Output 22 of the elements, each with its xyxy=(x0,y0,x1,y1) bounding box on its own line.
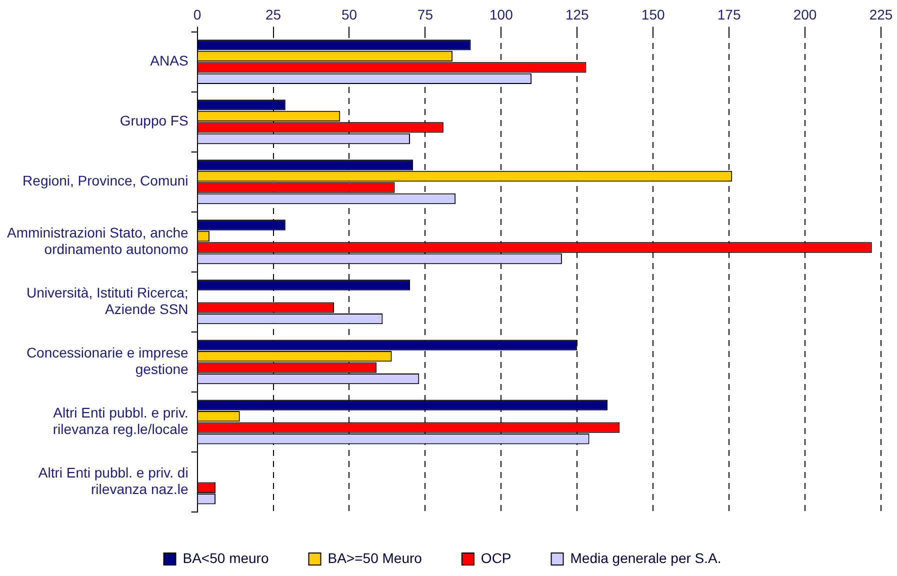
legend-label: BA<50 meuro xyxy=(182,550,269,566)
x-tick-label: 25 xyxy=(265,6,282,22)
x-tick-label: 75 xyxy=(417,6,434,22)
x-tick-label: 125 xyxy=(565,6,590,22)
y-tick-label: Altri Enti pubbl. e priv. rilevanza reg.le/locale xyxy=(52,404,189,438)
legend-label: Media generale per S.A. xyxy=(570,550,722,566)
legend-label: BA>=50 Meuro xyxy=(328,550,422,566)
x-tick-label: 0 xyxy=(193,6,202,22)
x-tick-label: 175 xyxy=(717,6,741,22)
x-tick-label: 200 xyxy=(793,6,817,22)
legend-label: OCP xyxy=(480,550,512,566)
y-tick-label: ANAS xyxy=(150,52,188,69)
y-tick-label: Concessionarie e imprese gestione xyxy=(26,344,189,378)
y-tick-label: Amministrazioni Stato, anche ordinamento autonomo xyxy=(6,224,189,258)
x-tick-label: 100 xyxy=(489,6,514,22)
y-tick-label: Regioni, Province, Comuni xyxy=(22,172,188,189)
x-tick-label: 50 xyxy=(341,6,358,22)
x-tick-label: 225 xyxy=(869,6,893,22)
y-tick-label: Gruppo FS xyxy=(120,112,188,129)
x-tick-label: 150 xyxy=(641,6,665,22)
y-tick-label: Altri Enti pubbl. e priv. di rilevanza naz.le xyxy=(38,464,189,498)
y-tick-label: Università, Istituti Ricerca; Aziende SSN xyxy=(26,284,188,318)
